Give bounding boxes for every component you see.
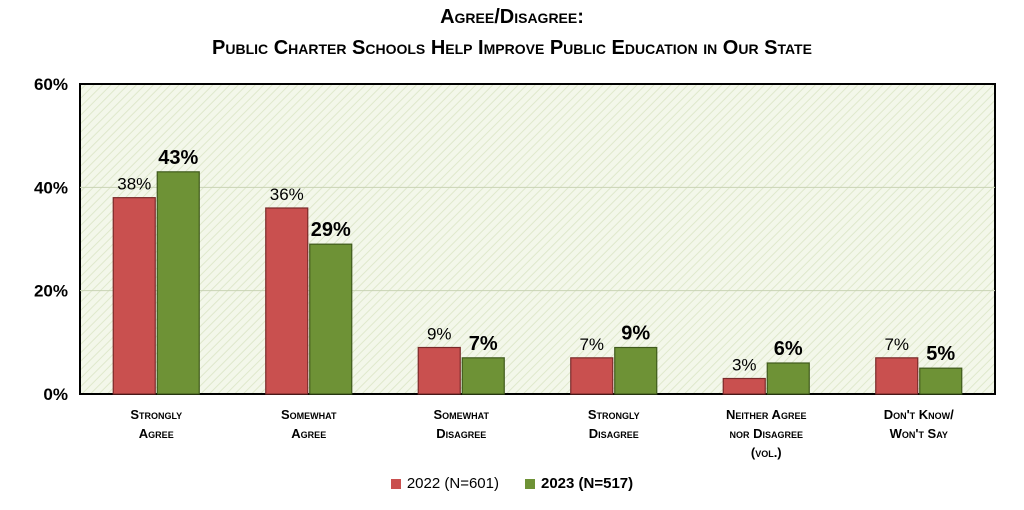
bar-2022 bbox=[417, 346, 461, 395]
chart-title-line1: Agree/Disagree: bbox=[440, 6, 584, 28]
legend-swatch-2022 bbox=[390, 478, 401, 489]
data-label: 43% bbox=[158, 147, 198, 169]
bar-2023 bbox=[614, 346, 658, 395]
x-category-label: Agree bbox=[139, 426, 174, 441]
data-label: 6% bbox=[774, 338, 803, 360]
bar-chart: 38% 43% 36% 29% 9% 7% 7% 9% 3% 6% 7% 5% 0% 20% 40% 60%… bbox=[34, 75, 996, 460]
x-category-label: Agree bbox=[291, 426, 326, 441]
legend-item-2022: 2022 (N=601) bbox=[390, 475, 499, 492]
legend: 2022 (N=601) 2023 (N=517) bbox=[0, 475, 1024, 492]
chart-title-line2: Public Charter Schools Help Improve Publ… bbox=[212, 37, 812, 59]
bar-2023 bbox=[766, 362, 810, 395]
x-category-label: Somewhat bbox=[281, 407, 337, 422]
legend-label-2022: 2022 (N=601) bbox=[406, 475, 499, 492]
y-tick-label: 60% bbox=[34, 75, 68, 94]
data-label: 9% bbox=[427, 325, 452, 344]
x-category-label: Neither Agree bbox=[726, 407, 806, 422]
x-category-label: Strongly bbox=[130, 407, 182, 422]
data-label: 7% bbox=[469, 333, 498, 355]
bar-2022 bbox=[112, 197, 156, 395]
y-tick-label: 20% bbox=[34, 282, 68, 301]
x-category-label: Disagree bbox=[589, 426, 639, 441]
y-tick-label: 40% bbox=[34, 178, 68, 197]
bar-2022 bbox=[570, 357, 614, 395]
legend-item-2023: 2023 (N=517) bbox=[525, 475, 633, 492]
x-category-label: (vol.) bbox=[751, 445, 782, 460]
bar-2022 bbox=[875, 357, 919, 395]
data-label: 38% bbox=[117, 175, 151, 194]
data-label: 3% bbox=[732, 356, 757, 375]
data-label: 9% bbox=[621, 323, 650, 345]
legend-swatch-2023 bbox=[525, 478, 535, 489]
x-category-label: Strongly bbox=[588, 407, 640, 422]
legend-label-2023: 2023 (N=517) bbox=[541, 475, 634, 492]
bar-2023 bbox=[919, 367, 963, 395]
bar-2023 bbox=[156, 171, 200, 395]
x-category-label: Somewhat bbox=[434, 407, 490, 422]
data-label: 7% bbox=[884, 335, 909, 354]
data-label: 36% bbox=[270, 185, 304, 204]
y-tick-label: 0% bbox=[43, 385, 68, 404]
x-category-label: Disagree bbox=[436, 426, 486, 441]
bar-2022 bbox=[265, 207, 309, 395]
data-label: 5% bbox=[926, 343, 955, 365]
bar-2023 bbox=[461, 357, 505, 395]
data-label: 29% bbox=[311, 219, 351, 241]
x-category-label: nor Disagree bbox=[729, 426, 803, 441]
x-category-label: Won't Say bbox=[890, 426, 948, 441]
x-category-label: Don't Know/ bbox=[884, 407, 954, 422]
bar-2022 bbox=[722, 377, 766, 395]
bar-2023 bbox=[309, 243, 353, 395]
plot-area bbox=[79, 83, 996, 395]
data-label: 7% bbox=[579, 335, 604, 354]
